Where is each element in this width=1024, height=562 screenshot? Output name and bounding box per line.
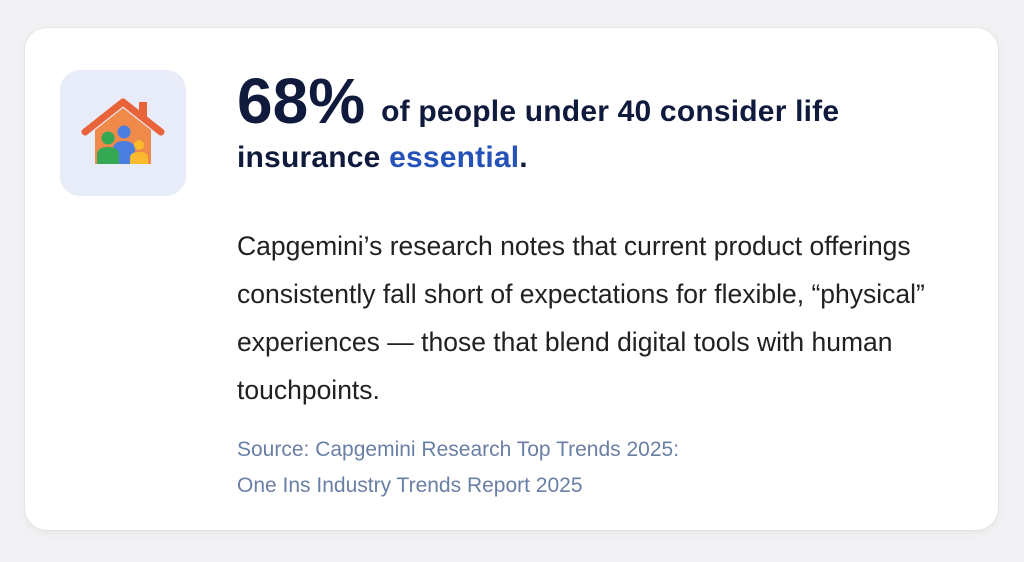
source-citation: Source: Capgemini Research Top Trends 20…: [237, 432, 957, 504]
family-home-icon: [81, 98, 165, 164]
headline-stat: 68%: [237, 65, 366, 137]
body-paragraph: Capgemini’s research notes that current …: [237, 231, 925, 405]
headline-accent-word: essential: [389, 141, 520, 174]
headline-text: of people under 40 consider life insuran…: [237, 95, 840, 174]
source-line-1: Source: Capgemini Research Top Trends 20…: [237, 438, 680, 461]
stat-card: [25, 28, 998, 530]
headline: 68% of people under 40 consider life insu…: [237, 69, 977, 181]
source-line-2: One Ins Industry Trends Report 2025: [237, 474, 583, 497]
headline-period: .: [519, 141, 528, 174]
icon-tile: [60, 70, 186, 196]
